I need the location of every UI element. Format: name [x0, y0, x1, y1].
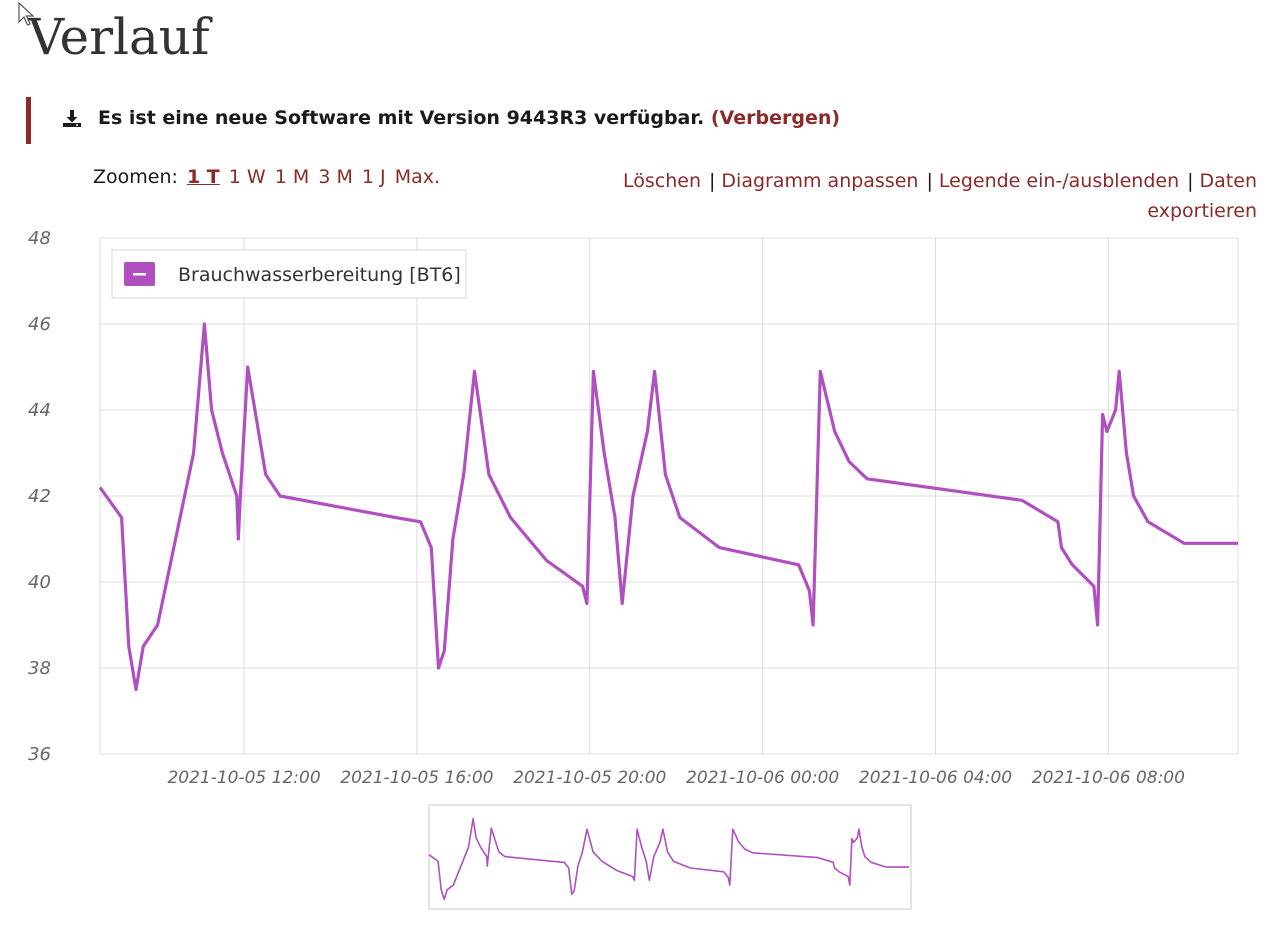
download-icon	[63, 110, 81, 127]
zoom-option-1-day[interactable]: 1 T	[186, 166, 220, 188]
zoom-label: Zoomen:	[93, 166, 178, 188]
zoom-option-1-week[interactable]: 1 W	[228, 166, 266, 188]
x-tick-label: 2021-10-05 20:00	[513, 768, 666, 788]
grid	[99, 237, 1239, 755]
separator: |	[1187, 170, 1194, 192]
mouse-cursor-icon	[18, 2, 35, 26]
zoom-option-1-year[interactable]: 1 J	[361, 166, 386, 188]
notice-message: Es ist eine neue Software mit Version 94…	[98, 107, 705, 129]
zoom-option-max[interactable]: Max.	[394, 166, 441, 188]
separator: |	[926, 170, 933, 192]
customize-chart-link[interactable]: Diagramm anpassen	[721, 170, 919, 192]
y-tick-label: 48	[28, 228, 51, 249]
y-tick-label: 38	[28, 658, 51, 679]
page-title: Verlauf	[28, 8, 210, 66]
x-axis: 2021-10-05 12:00 2021-10-05 16:00 2021-10-…	[167, 768, 1185, 788]
legend-toggle-button[interactable]	[124, 262, 155, 286]
y-tick-label: 44	[28, 400, 51, 421]
y-tick-label: 46	[28, 314, 51, 335]
hide-notice-link[interactable]: (Verbergen)	[710, 107, 841, 129]
y-tick-label: 42	[28, 486, 51, 507]
zoom-option-3-months[interactable]: 3 M	[318, 166, 353, 188]
export-data-link[interactable]: Daten exportieren	[1147, 170, 1257, 222]
legend-label: Brauchwasserbereitung [BT6]	[178, 264, 461, 286]
y-tick-label: 36	[28, 744, 51, 765]
y-axis: 36 38 40 42 44 46 48	[28, 228, 51, 765]
chart-actions: Löschen | Diagramm anpassen | Legende ein-/a…	[557, 166, 1257, 226]
legend: Brauchwasserbereitung [BT6]	[111, 249, 467, 299]
zoom-option-1-month[interactable]: 1 M	[274, 166, 310, 188]
legend-box	[111, 249, 467, 299]
x-tick-label: 2021-10-05 16:00	[340, 768, 493, 788]
clear-link[interactable]: Löschen	[623, 170, 702, 192]
x-tick-label: 2021-10-06 04:00	[859, 768, 1012, 788]
navigator-box[interactable]	[428, 804, 912, 910]
x-tick-label: 2021-10-05 12:00	[167, 768, 320, 788]
separator: |	[709, 170, 716, 192]
toggle-legend-link[interactable]: Legende ein-/ausblenden	[938, 170, 1180, 192]
zoom-bar: Zoomen: 1 T 1 W 1 M 3 M 1 J Max.	[93, 166, 440, 188]
y-tick-label: 40	[28, 572, 51, 593]
update-notice: Es ist eine neue Software mit Version 94…	[26, 97, 931, 144]
series-line	[98, 322, 1238, 692]
x-tick-label: 2021-10-06 08:00	[1032, 768, 1185, 788]
x-tick-label: 2021-10-06 00:00	[686, 768, 839, 788]
